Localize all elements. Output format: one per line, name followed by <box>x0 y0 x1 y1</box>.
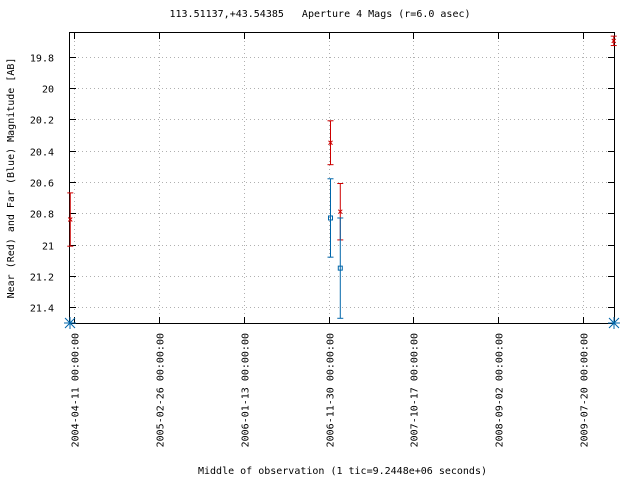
x-tick-label: 2007-10-17 00:00:00 <box>410 333 421 447</box>
y-tick-label: 19.8 <box>30 54 54 65</box>
y-tick-label: 20.4 <box>30 148 54 159</box>
data-point <box>328 140 333 146</box>
data-marks <box>64 35 620 329</box>
x-axis: 2004-04-11 00:00:00 2005-02-26 00:00:00 20… <box>71 33 591 447</box>
limit-point <box>64 317 76 329</box>
data-point <box>337 209 343 215</box>
y-tick-label: 20.2 <box>30 116 54 127</box>
data-point <box>611 38 617 44</box>
grid <box>70 33 614 323</box>
y-tick-label: 21.4 <box>30 304 54 315</box>
x-axis-label: Middle of observation (1 tic=9.2448e+06 … <box>198 466 487 477</box>
data-point <box>328 215 334 221</box>
x-tick-label: 2005-02-26 00:00:00 <box>156 333 167 447</box>
y-tick-label: 20 <box>42 85 54 96</box>
data-point <box>67 217 73 222</box>
chart-title: 113.51137,+43.54385 Aperture 4 Mags (r=6… <box>169 9 471 20</box>
x-tick-label: 2006-01-13 00:00:00 <box>241 333 252 447</box>
x-tick-label: 2008-09-02 00:00:00 <box>495 333 506 447</box>
plot-frame <box>69 32 615 324</box>
y-axis: 19.8 20 20.2 20.4 20.6 20.8 21 21.2 21.4 <box>30 54 614 315</box>
data-point <box>337 265 343 271</box>
x-tick-label: 2004-04-11 00:00:00 <box>71 333 82 447</box>
y-tick-label: 20.8 <box>30 210 54 221</box>
x-tick-label: 2006-11-30 00:00:00 <box>326 333 337 447</box>
y-tick-label: 20.6 <box>30 179 54 190</box>
y-tick-label: 21 <box>42 242 54 253</box>
limit-point <box>608 317 620 329</box>
y-tick-label: 21.2 <box>30 273 54 284</box>
y-axis-label: Near (Red) and Far (Blue) Magnitude [AB] <box>6 58 17 299</box>
x-tick-label: 2009-07-20 00:00:00 <box>580 333 591 447</box>
